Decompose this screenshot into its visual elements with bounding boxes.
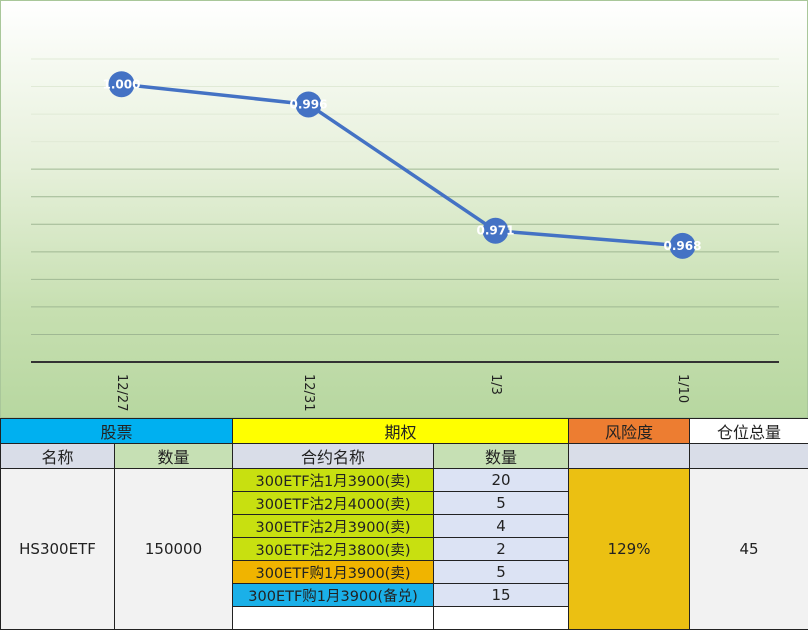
x-tick-label: 12/31 <box>301 374 316 411</box>
risk-value: 129% <box>568 468 691 630</box>
chart-area: 1.000 0.996 0.971 0.968 12/27 12/31 1/3 1/10 <box>0 0 808 418</box>
data-point <box>669 232 696 259</box>
option-name: 300ETF购1月3900(备兑) <box>232 583 435 607</box>
x-tick-label: 12/27 <box>114 374 129 411</box>
data-label: 0.996 <box>290 97 328 111</box>
data-label: 0.968 <box>664 239 702 253</box>
option-name: 300ETF沽2月3800(卖) <box>232 537 435 561</box>
stock-name: HS300ETF <box>0 468 115 630</box>
option-qty: 2 <box>433 537 570 561</box>
empty-option-qty <box>433 606 570 630</box>
contract-qty-header: 数量 <box>433 443 570 469</box>
option-qty: 5 <box>433 491 570 515</box>
option-qty: 15 <box>433 583 570 607</box>
option-qty: 5 <box>433 560 570 584</box>
position-total-header: 仓位总量 <box>689 418 808 444</box>
data-point <box>482 217 509 244</box>
option-name: 300ETF沽2月3900(卖) <box>232 514 435 538</box>
stock-qty: 150000 <box>113 468 234 630</box>
empty-option-row <box>232 606 435 630</box>
stock-header: 股票 <box>0 418 234 444</box>
name-header: 名称 <box>0 443 115 469</box>
option-name: 300ETF购1月3900(卖) <box>232 560 435 584</box>
option-qty: 4 <box>433 514 570 538</box>
position-total-value: 45 <box>689 468 808 630</box>
option-name: 300ETF沽1月3900(卖) <box>232 468 435 492</box>
qty-header: 数量 <box>113 443 234 469</box>
risk-header: 风险度 <box>568 418 691 444</box>
data-label: 1.000 <box>103 77 141 91</box>
data-point <box>108 71 135 98</box>
data-point <box>295 91 322 118</box>
option-name: 300ETF沽2月4000(卖) <box>232 491 435 515</box>
x-tick-label: 1/3 <box>488 374 503 395</box>
series-line <box>121 82 683 248</box>
blank-header-cell <box>689 443 808 469</box>
position-table: 股票 期权 风险度 仓位总量 名称 数量 合约名称 数量 HS300ETF 15… <box>0 418 808 630</box>
blank-header-cell <box>568 443 691 469</box>
line-chart: 1.000 0.996 0.971 0.968 12/27 12/31 1/3 1/10 <box>31 58 779 411</box>
option-qty: 20 <box>433 468 570 492</box>
options-header: 期权 <box>232 418 570 444</box>
data-label: 0.971 <box>477 224 515 238</box>
x-tick-label: 1/10 <box>675 374 690 403</box>
contract-name-header: 合约名称 <box>232 443 435 469</box>
